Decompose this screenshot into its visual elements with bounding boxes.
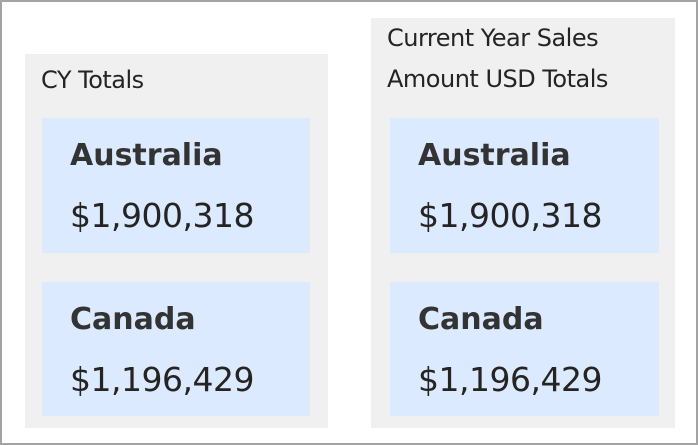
card-canada[interactable]: Canada $1,196,429 xyxy=(390,282,659,416)
panel-title-line-1: Current Year Sales xyxy=(387,24,599,52)
amount-value: $1,196,429 xyxy=(418,360,602,399)
card-australia[interactable]: Australia $1,900,318 xyxy=(42,118,310,253)
panel-title-line-2: Amount USD Totals xyxy=(387,65,608,93)
amount-value: $1,196,429 xyxy=(70,360,254,399)
country-label: Canada xyxy=(70,302,196,337)
amount-value: $1,900,318 xyxy=(418,196,602,235)
current-year-sales-panel[interactable]: Current Year Sales Amount USD Totals Aus… xyxy=(371,18,675,428)
amount-value: $1,900,318 xyxy=(70,196,254,235)
country-label: Australia xyxy=(418,138,571,173)
country-label: Australia xyxy=(70,138,223,173)
cy-totals-panel[interactable]: CY Totals Australia $1,900,318 Canada $1… xyxy=(25,54,328,428)
country-label: Canada xyxy=(418,302,544,337)
panel-title: CY Totals xyxy=(41,66,144,94)
card-australia[interactable]: Australia $1,900,318 xyxy=(390,118,659,253)
card-canada[interactable]: Canada $1,196,429 xyxy=(42,282,310,416)
